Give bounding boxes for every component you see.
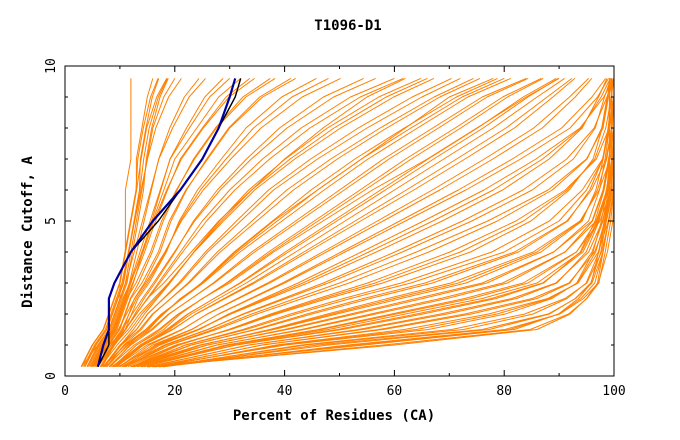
model-curve (91, 78, 231, 367)
x-tick-label: 60 (387, 384, 403, 399)
model-curve (114, 78, 573, 368)
y-axis-label: Distance Cutoff, A (20, 156, 36, 308)
x-tick-label: 40 (277, 384, 293, 399)
model-curve (95, 77, 376, 367)
model-curve (103, 77, 494, 368)
model-curve (108, 77, 527, 368)
model-curve (83, 78, 182, 367)
model-curve (114, 77, 565, 368)
model-curve (103, 77, 511, 368)
model-curve (112, 77, 542, 368)
model-curve (123, 78, 607, 368)
model-curve (93, 77, 341, 367)
model-curve (119, 78, 609, 368)
x-tick-label: 80 (496, 384, 512, 399)
model-curve (114, 77, 560, 368)
y-tick-label: 5 (44, 217, 59, 225)
model-curve (96, 77, 435, 368)
y-tick-label: 0 (44, 372, 59, 380)
model-curve (130, 78, 611, 368)
model-curve (110, 77, 498, 368)
model-curve (88, 78, 169, 367)
model-curve (105, 77, 529, 368)
model-curve (89, 77, 255, 367)
model-curve (97, 77, 296, 367)
model-curve (148, 78, 611, 368)
model-curve (109, 77, 544, 368)
model-curve (123, 78, 613, 368)
y-tick-label: 10 (44, 58, 59, 74)
model-curve (92, 78, 242, 367)
curves-layer (80, 77, 615, 368)
chart-title: T1096-D1 (314, 18, 381, 34)
x-tick-label: 20 (167, 384, 183, 399)
highlight-curve (96, 78, 237, 367)
model-curve (125, 78, 615, 368)
ticks-layer: 0 20 40 60 80 100 0 5 10 (44, 58, 626, 399)
x-tick-label: 100 (602, 384, 625, 399)
model-curve (84, 78, 168, 367)
model-curve (130, 78, 613, 368)
x-axis-label: Percent of Residues (CA) (233, 408, 435, 424)
model-curve (113, 77, 559, 368)
model-curve (102, 77, 481, 368)
model-curve (118, 78, 608, 368)
model-curve (92, 77, 406, 368)
model-curve (103, 77, 461, 368)
model-curve (93, 77, 276, 367)
model-curve (124, 78, 611, 368)
model-curve (122, 78, 612, 368)
model-curve (100, 77, 292, 367)
model-curve (115, 78, 593, 368)
model-curve (106, 77, 474, 368)
x-tick-label: 0 (61, 384, 69, 399)
model-curve (111, 78, 576, 368)
